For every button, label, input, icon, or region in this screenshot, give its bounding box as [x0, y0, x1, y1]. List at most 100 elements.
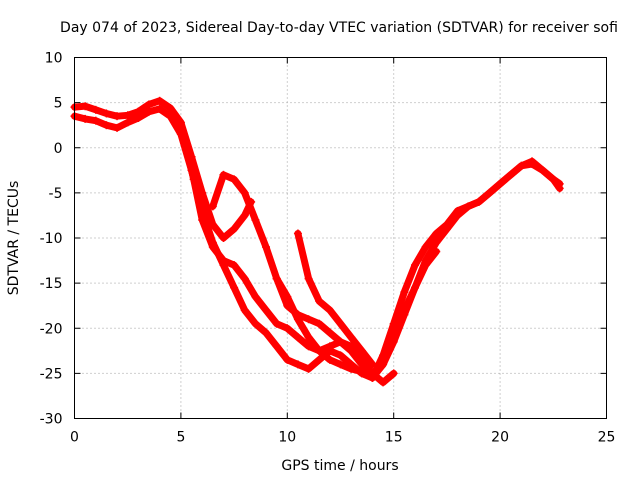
series-track-5 — [294, 230, 376, 368]
data-point — [283, 324, 292, 333]
data-point — [134, 107, 143, 116]
data-point — [208, 243, 217, 252]
data-point — [368, 369, 377, 378]
y-tick-label: -15 — [40, 276, 63, 292]
series-track-6 — [273, 248, 440, 377]
data-point — [102, 109, 111, 118]
tick-layer: 0 5 10 15 20 25 -30 -25 -20 -15 -10 -5 0 5 10 — [40, 51, 616, 446]
y-tick-label: -30 — [40, 412, 63, 428]
data-point — [474, 197, 483, 206]
data-point — [336, 351, 345, 360]
data-point — [315, 346, 324, 355]
data-point — [293, 333, 302, 342]
y-tick-label: -25 — [40, 366, 63, 382]
data-point — [219, 256, 228, 265]
data-point — [496, 179, 505, 188]
y-tick-label: -20 — [40, 321, 63, 337]
data-point — [389, 333, 398, 342]
data-point — [293, 229, 302, 238]
data-point — [304, 315, 313, 324]
data-point — [283, 292, 292, 301]
series-track-3 — [181, 139, 564, 382]
data-point — [230, 224, 239, 233]
data-point — [251, 292, 260, 301]
data-point — [347, 364, 356, 373]
y-tick-label: 5 — [54, 96, 63, 112]
data-point — [357, 346, 366, 355]
data-point — [304, 364, 313, 373]
data-point — [304, 274, 313, 283]
data-point — [325, 328, 334, 337]
y-tick-label: 0 — [54, 141, 63, 157]
data-point — [251, 215, 260, 224]
data-point — [272, 319, 281, 328]
data-point — [485, 188, 494, 197]
data-point — [453, 206, 462, 215]
data-point — [198, 215, 207, 224]
data-point — [400, 288, 409, 297]
data-point — [272, 342, 281, 351]
y-tick-label: -10 — [40, 231, 63, 247]
data-point — [251, 319, 260, 328]
data-point — [240, 306, 249, 315]
data-point — [102, 121, 111, 130]
data-point — [144, 100, 153, 109]
data-point — [421, 261, 430, 270]
data-point — [230, 261, 239, 270]
data-point — [538, 166, 547, 175]
data-point — [208, 202, 217, 211]
data-point — [208, 220, 217, 229]
data-point — [528, 157, 537, 166]
data-point — [123, 118, 132, 127]
data-point — [410, 283, 419, 292]
data-point — [432, 247, 441, 256]
data-point — [166, 104, 175, 113]
series-track-4 — [209, 171, 398, 386]
x-tick-label: 0 — [70, 430, 79, 446]
data-point — [368, 360, 377, 369]
x-tick-label: 5 — [176, 430, 185, 446]
data-point — [293, 360, 302, 369]
y-tick-label: -5 — [49, 186, 63, 202]
data-point — [240, 274, 249, 283]
data-point — [325, 355, 334, 364]
data-point — [176, 118, 185, 127]
data-point — [442, 220, 451, 229]
data-point — [325, 306, 334, 315]
x-tick-label: 20 — [491, 430, 509, 446]
data-point — [113, 112, 122, 121]
y-axis-title: SDTVAR / TECUs — [6, 181, 22, 296]
data-point — [262, 243, 271, 252]
data-point — [336, 319, 345, 328]
data-point — [549, 175, 558, 184]
data-point — [517, 161, 526, 170]
data-point — [181, 139, 190, 148]
data-point — [144, 107, 153, 116]
data-point — [219, 234, 228, 242]
data-point — [336, 360, 345, 369]
data-point — [464, 202, 473, 211]
data-point — [230, 283, 239, 292]
data-point — [219, 170, 228, 179]
data-point — [283, 355, 292, 364]
series-track-1 — [71, 105, 564, 382]
data-point — [230, 175, 239, 184]
data-point — [81, 102, 90, 111]
plot-frame — [74, 57, 607, 419]
data-point — [336, 337, 345, 346]
data-point — [113, 123, 122, 132]
data-point — [240, 188, 249, 197]
data-point — [240, 211, 249, 220]
series-layer — [70, 96, 564, 387]
data-point — [155, 96, 164, 105]
data-point — [410, 261, 419, 270]
data-point — [379, 360, 388, 369]
data-point — [91, 105, 100, 114]
data-point — [379, 378, 388, 387]
data-point — [506, 170, 515, 179]
data-point — [315, 297, 324, 306]
data-point — [315, 355, 324, 364]
data-point — [421, 243, 430, 252]
data-point — [262, 306, 271, 315]
